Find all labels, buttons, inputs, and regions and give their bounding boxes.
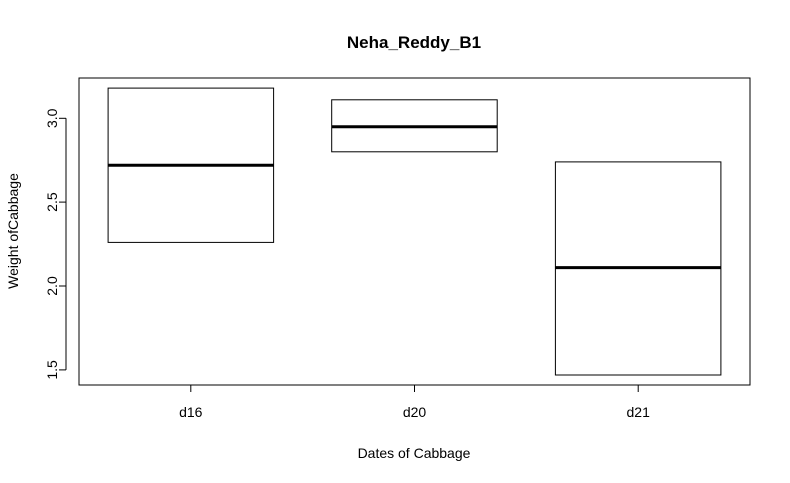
chart-title: Neha_Reddy_B1 xyxy=(347,33,481,52)
x-tick-label-d16: d16 xyxy=(179,404,203,420)
y-axis-label: Weight ofCabbage xyxy=(5,173,21,289)
y-tick-label-1.5: 1.5 xyxy=(44,360,60,380)
y-tick-label-2.5: 2.5 xyxy=(44,192,60,212)
box-d20 xyxy=(331,99,498,153)
box-d16 xyxy=(107,87,275,243)
y-axis: 1.5 2.0 2.5 3.0 xyxy=(44,108,67,380)
y-tick-label-3.0: 3.0 xyxy=(44,108,60,128)
box-d21 xyxy=(554,161,722,376)
y-tick-label-2.0: 2.0 xyxy=(44,276,60,296)
x-tick-label-d21: d21 xyxy=(627,404,651,420)
x-axis-label: Dates of Cabbage xyxy=(358,445,471,461)
boxes-layer xyxy=(107,87,722,376)
x-tick-label-d20: d20 xyxy=(403,404,427,420)
x-axis: d16 d20 d21 xyxy=(179,385,650,420)
